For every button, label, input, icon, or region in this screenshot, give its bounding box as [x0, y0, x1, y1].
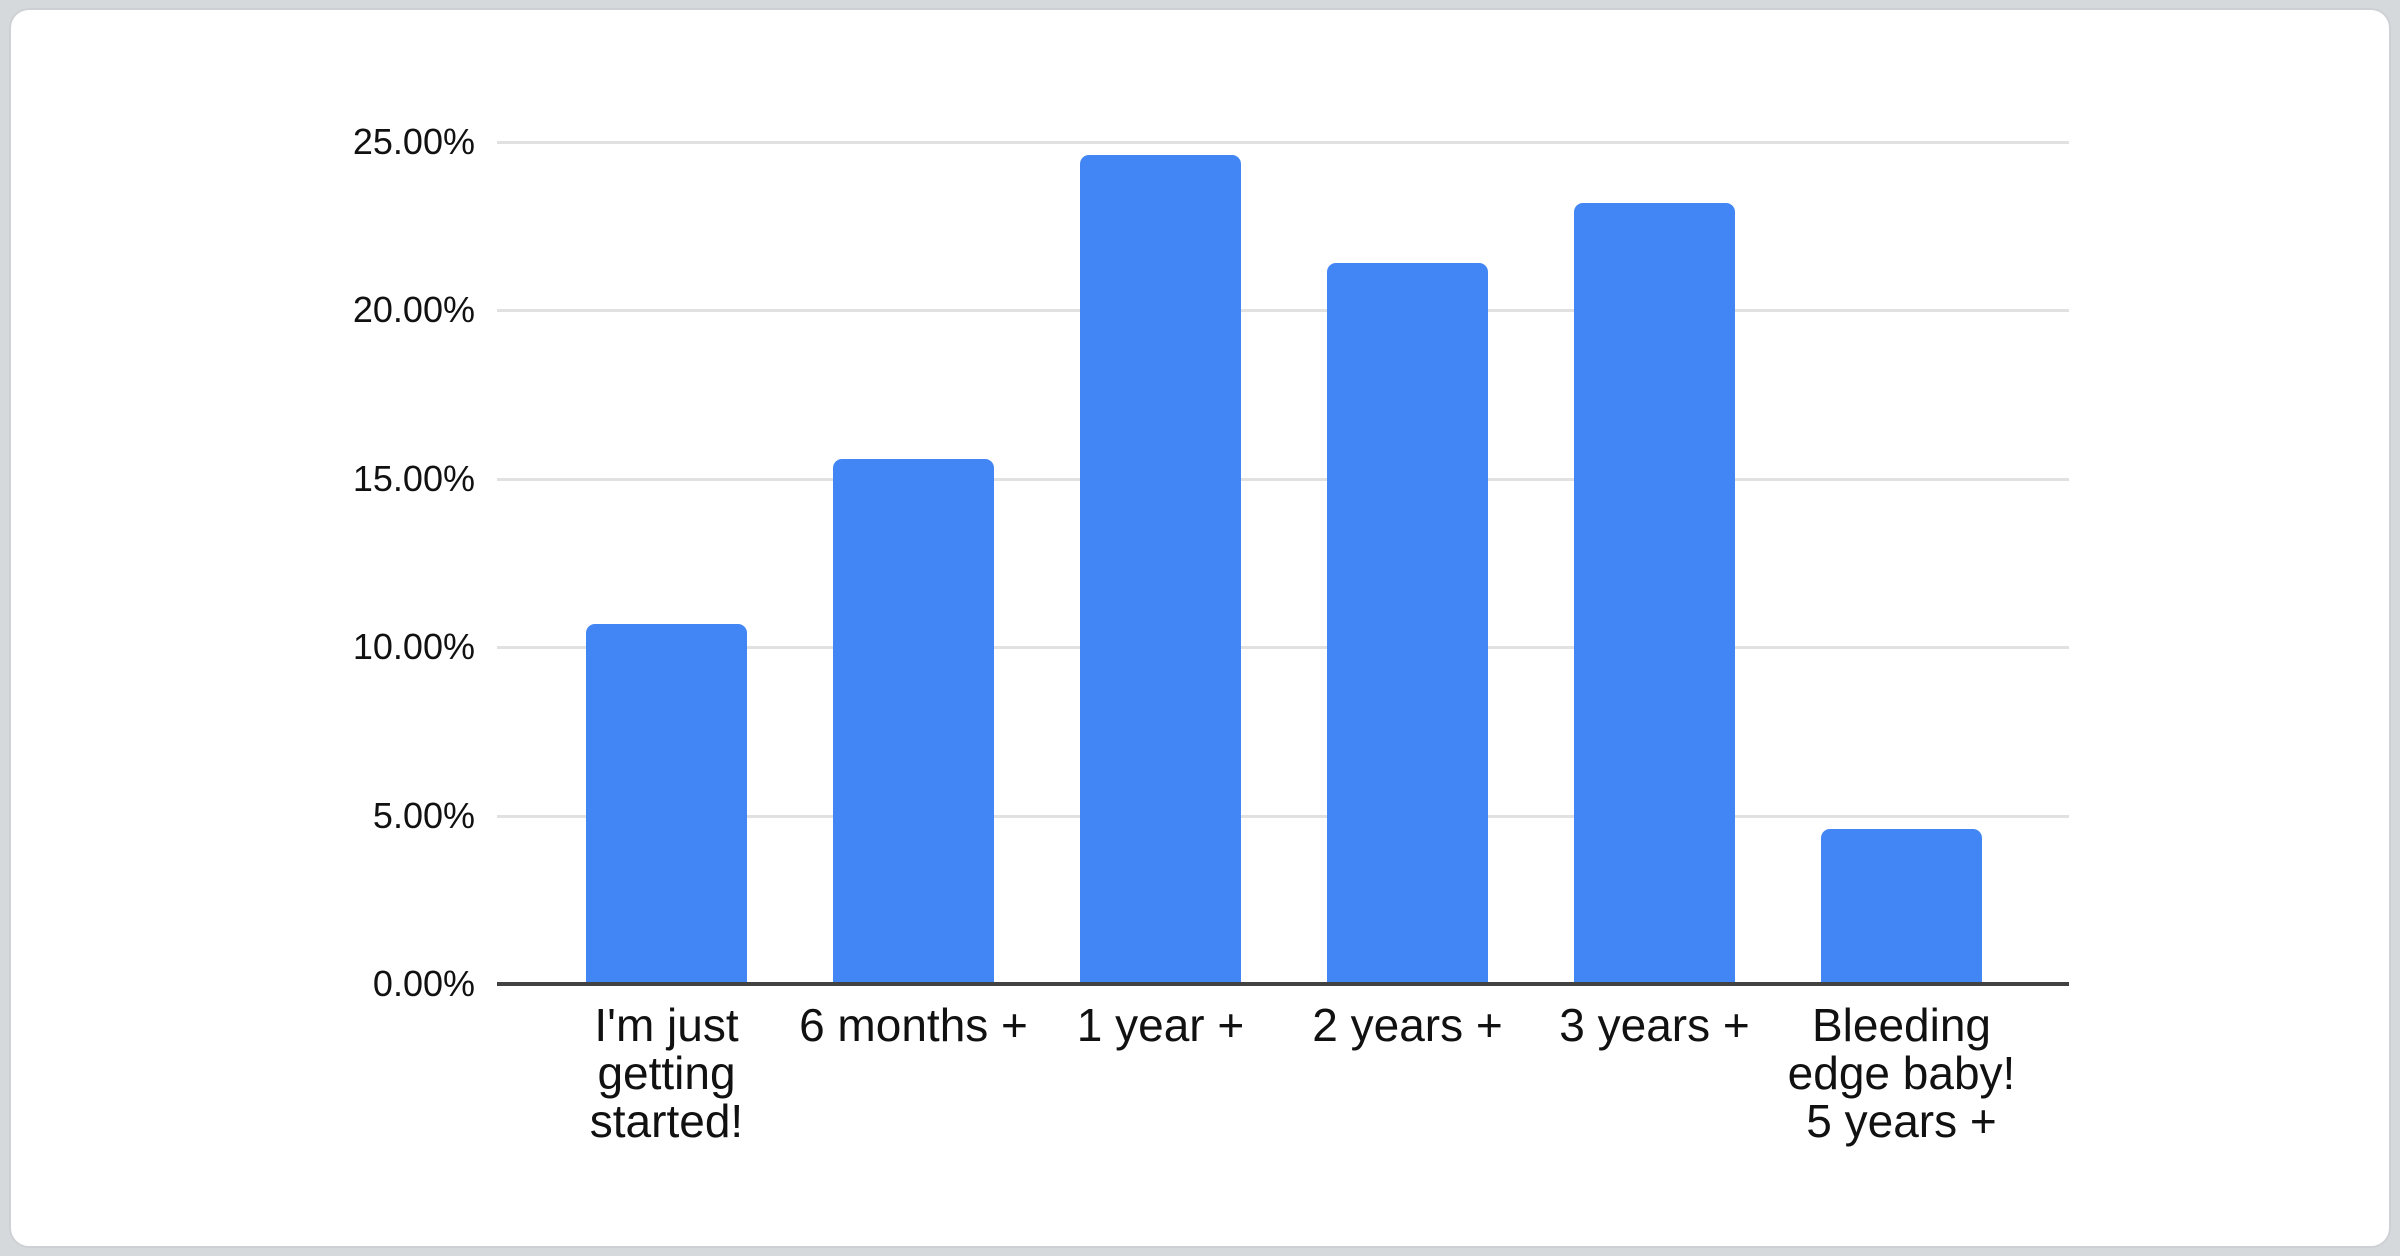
- x-axis-category-label: Bleeding edge baby! 5 years +: [1787, 999, 2016, 1147]
- x-axis-category-label: 2 years +: [1312, 999, 1503, 1051]
- bar-5: [1574, 203, 1735, 984]
- x-axis-category-label: 3 years +: [1559, 999, 1750, 1051]
- bar-slot: [1037, 142, 1284, 984]
- gridline: [497, 141, 2069, 144]
- x-axis-category-label: 1 year +: [1076, 999, 1245, 1051]
- y-axis-tick-label: 10.00%: [352, 626, 475, 668]
- bar-slot: [790, 142, 1037, 984]
- y-axis-tick-label: 5.00%: [372, 794, 475, 836]
- x-axis-category-label: I'm just getting started!: [589, 999, 744, 1147]
- bar-slot: [1778, 142, 2025, 984]
- bar-2: [833, 459, 994, 984]
- bar-slot: [1284, 142, 1531, 984]
- bar-4: [1327, 263, 1488, 984]
- gridline: [497, 309, 2069, 313]
- y-axis-tick-label: 20.00%: [352, 289, 475, 331]
- bar-3: [1080, 155, 1241, 984]
- bars-container: [543, 142, 2025, 984]
- chart-card: 0.00% 5.00% 10.00% 15.00% 20.00% 25.00% I'm j…: [9, 8, 2391, 1248]
- bar-chart: 0.00% 5.00% 10.00% 15.00% 20.00% 25.00% I'm j…: [11, 10, 2389, 1246]
- bar-slot: [543, 142, 790, 984]
- y-axis-tick-label: 15.00%: [352, 457, 475, 499]
- y-axis-tick-label: 25.00%: [352, 121, 475, 162]
- gridline: [497, 477, 2069, 481]
- gridline: [497, 814, 2069, 818]
- plot-area: [497, 141, 2069, 984]
- bar-slot: [1531, 142, 1778, 984]
- x-axis-category-labels: I'm just getting started! 6 months + 1 yea…: [543, 1001, 2025, 1145]
- x-axis-category-label: 6 months +: [799, 999, 1028, 1051]
- bar-6: [1821, 829, 1982, 984]
- x-axis-line: [497, 982, 2069, 986]
- bar-1: [586, 624, 747, 984]
- y-axis-tick-label: 0.00%: [372, 963, 475, 1004]
- y-axis-tick-labels: 0.00% 5.00% 10.00% 15.00% 20.00% 25.00%: [11, 10, 475, 1246]
- gridline: [497, 646, 2069, 650]
